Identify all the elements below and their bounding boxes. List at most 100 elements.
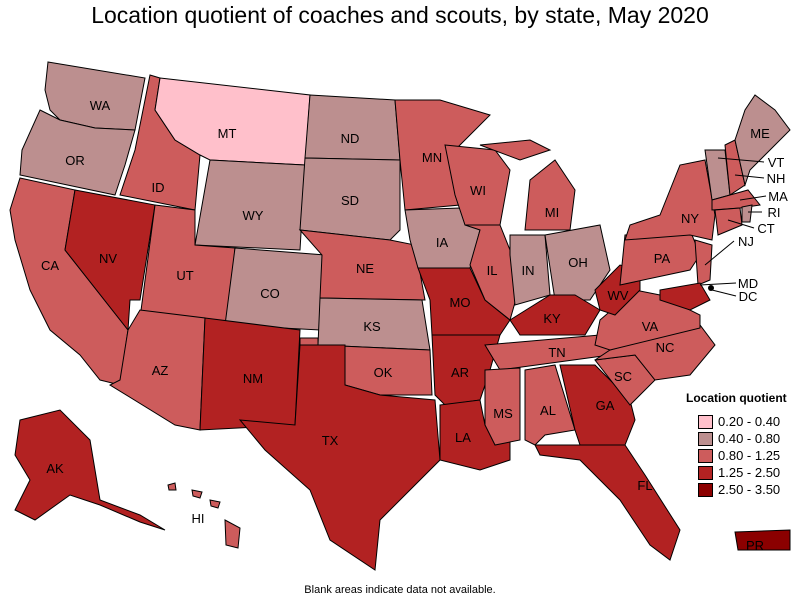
legend-swatch	[698, 431, 713, 446]
state-label: HI	[192, 511, 205, 526]
state-sd	[299, 157, 401, 241]
footnote: Blank areas indicate data not available.	[304, 584, 496, 596]
state-label: RI	[768, 205, 781, 220]
state-label: ND	[341, 131, 360, 146]
state-label: NC	[656, 340, 675, 355]
state-label: NY	[681, 211, 699, 226]
state-label: MN	[422, 150, 442, 165]
state-hi	[191, 489, 203, 499]
state-label: TN	[548, 345, 565, 360]
legend-label: 1.25 - 2.50	[718, 465, 781, 480]
legend-item: 1.25 - 2.50	[698, 464, 787, 481]
state-label: AR	[451, 365, 469, 380]
state-al	[524, 364, 576, 446]
state-label: WI	[470, 183, 486, 198]
state-label: MI	[545, 205, 559, 220]
state-fl	[534, 444, 681, 561]
legend-swatch	[698, 448, 713, 463]
state-label: SC	[614, 369, 632, 384]
state-me	[734, 94, 791, 187]
state-label: AL	[540, 403, 556, 418]
state-label: NJ	[738, 234, 754, 249]
state-label: MD	[738, 276, 758, 291]
state-mi	[479, 139, 552, 161]
state-label: VA	[642, 319, 659, 334]
callout-line	[711, 289, 737, 297]
state-label: MO	[450, 295, 471, 310]
state-label: ID	[152, 180, 165, 195]
legend-swatch	[698, 414, 713, 429]
legend-item: 0.20 - 0.40	[698, 413, 787, 430]
state-nc	[594, 324, 716, 381]
state-label: CO	[260, 286, 280, 301]
state-label: PR	[746, 538, 764, 553]
legend-swatch	[698, 465, 713, 480]
state-hi	[209, 499, 221, 509]
callout-line	[734, 174, 765, 179]
state-label: NH	[767, 171, 786, 186]
state-ga	[559, 364, 636, 446]
legend-swatch	[698, 482, 713, 497]
state-mi	[524, 159, 576, 231]
state-label: LA	[455, 430, 471, 445]
state-tx	[238, 344, 441, 571]
state-label: NV	[99, 251, 117, 266]
state-label: KS	[363, 319, 381, 334]
state-label: ME	[750, 126, 770, 141]
state-ne	[298, 229, 426, 301]
state-ri	[741, 204, 753, 223]
state-label: KY	[543, 311, 561, 326]
legend: Location quotient 0.20 - 0.40 0.40 - 0.8…	[686, 391, 787, 498]
state-ny	[624, 159, 716, 241]
state-label: AZ	[152, 363, 169, 378]
legend-label: 0.40 - 0.80	[718, 431, 781, 446]
state-label: MT	[218, 126, 237, 141]
map-title: Location quotient of coaches and scouts,…	[91, 2, 709, 28]
legend-label: 2.50 - 3.50	[718, 482, 781, 497]
state-label: WY	[243, 208, 264, 223]
state-label: PA	[654, 251, 671, 266]
state-ct	[714, 207, 743, 236]
legend-item: 2.50 - 3.50	[698, 481, 787, 498]
state-label: NM	[243, 371, 263, 386]
legend-item: 0.40 - 0.80	[698, 430, 787, 447]
legend-item: 0.80 - 1.25	[698, 447, 787, 464]
legend-title: Location quotient	[686, 391, 787, 405]
state-label: WA	[90, 98, 111, 113]
state-dc	[708, 285, 714, 291]
state-label: FL	[637, 478, 652, 493]
state-label: OK	[374, 365, 393, 380]
state-label: TX	[322, 433, 339, 448]
state-label: OR	[65, 153, 85, 168]
state-mo	[417, 267, 511, 336]
state-wy	[194, 159, 306, 251]
state-label: MS	[493, 406, 513, 421]
state-label: AK	[46, 461, 64, 476]
state-hi	[167, 482, 177, 491]
callout-line	[699, 282, 737, 286]
state-label: VT	[768, 155, 785, 170]
callout-line	[727, 219, 755, 229]
state-hi	[224, 519, 241, 549]
state-label: CT	[757, 221, 774, 236]
state-nd	[304, 94, 401, 161]
state-label: DC	[739, 289, 758, 304]
legend-label: 0.80 - 1.25	[718, 448, 781, 463]
state-nj	[694, 239, 713, 286]
state-or	[19, 109, 136, 196]
state-in	[509, 234, 551, 306]
state-label: IN	[522, 263, 535, 278]
state-ak	[14, 409, 166, 531]
state-label: IL	[487, 263, 498, 278]
callout-line	[739, 195, 767, 201]
state-la	[439, 399, 511, 471]
state-label: OH	[568, 255, 588, 270]
callout-line	[717, 157, 765, 163]
state-label: NE	[356, 261, 374, 276]
state-label: CA	[41, 258, 59, 273]
state-label: UT	[176, 268, 193, 283]
legend-label: 0.20 - 0.40	[718, 414, 781, 429]
state-label: SD	[341, 193, 359, 208]
state-ms	[484, 367, 521, 446]
